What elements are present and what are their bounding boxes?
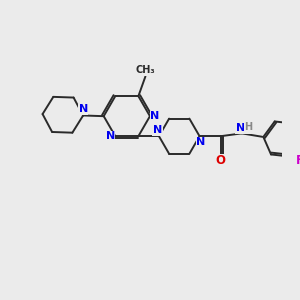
Text: F: F xyxy=(296,154,300,167)
Text: N: N xyxy=(196,137,206,147)
Text: H: H xyxy=(244,122,252,132)
Text: N: N xyxy=(236,123,245,133)
Text: NH: NH xyxy=(235,123,253,133)
Text: CH₃: CH₃ xyxy=(136,65,155,75)
Text: N: N xyxy=(150,111,160,121)
Text: N: N xyxy=(106,131,115,141)
Text: N: N xyxy=(153,125,162,135)
Text: O: O xyxy=(216,154,226,167)
Text: N: N xyxy=(79,104,88,114)
